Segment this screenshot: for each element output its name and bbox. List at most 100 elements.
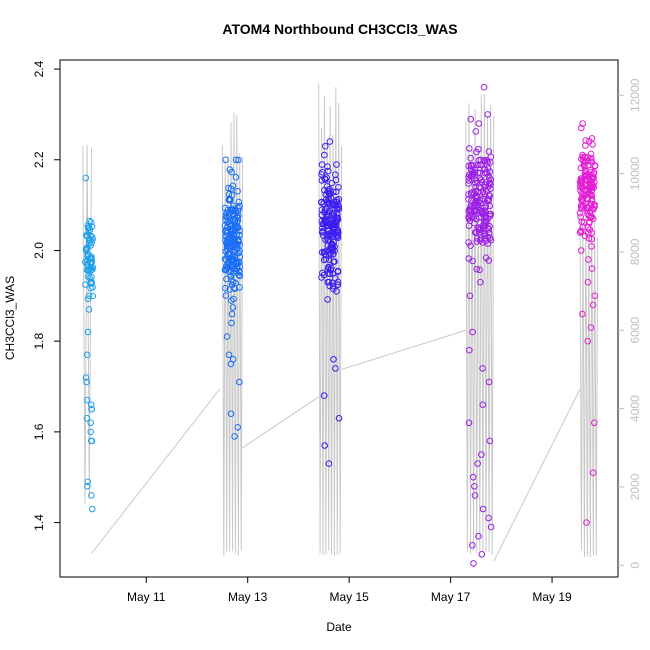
y-tick-label: 1.8 — [32, 333, 46, 350]
data-point — [228, 225, 235, 233]
x-tick-label: May 11 — [127, 590, 166, 604]
data-point — [328, 179, 336, 187]
data-point — [578, 124, 585, 132]
data-point — [587, 166, 594, 174]
data-point — [235, 268, 243, 276]
data-point — [334, 278, 342, 286]
data-point — [235, 156, 242, 164]
data-point — [467, 202, 475, 210]
data-point — [89, 292, 97, 300]
data-point — [329, 282, 337, 290]
data-point — [479, 188, 487, 195]
data-point — [470, 170, 477, 177]
data-point — [321, 442, 329, 449]
data-point — [588, 154, 595, 162]
data-point — [326, 207, 334, 215]
x-tick-label: May 13 — [228, 590, 268, 604]
data-point — [222, 216, 229, 223]
series-3 — [318, 138, 343, 467]
data-point — [229, 182, 237, 190]
data-point — [324, 163, 331, 170]
data-point — [466, 292, 474, 300]
data-point — [472, 128, 480, 135]
data-point — [84, 224, 92, 231]
y2-tick-label: 4000 — [628, 395, 642, 422]
data-point — [577, 202, 585, 209]
data-point — [322, 176, 329, 183]
data-point — [581, 153, 589, 161]
data-point — [225, 251, 233, 258]
data-point — [470, 162, 477, 169]
data-point — [579, 120, 587, 127]
data-point — [319, 227, 327, 235]
x-axis: May 11 May 13 May 15 May 17 May 19 — [127, 577, 572, 604]
y2-axis: 0 2000 4000 6000 8000 10000 12000 — [618, 78, 642, 569]
data-point — [333, 188, 340, 195]
data-point — [221, 204, 229, 212]
data-point — [591, 203, 598, 210]
data-point — [588, 183, 596, 190]
altitude-transit-1 — [91, 388, 221, 554]
data-point — [478, 551, 486, 558]
data-point — [334, 214, 341, 222]
data-point — [477, 225, 485, 233]
data-point — [476, 175, 484, 182]
data-point — [485, 378, 493, 386]
data-point — [485, 183, 492, 190]
data-point — [581, 232, 589, 240]
data-point — [84, 233, 91, 240]
data-point — [230, 295, 237, 303]
data-point — [477, 235, 484, 242]
data-point — [465, 177, 473, 184]
data-point — [335, 415, 343, 422]
data-point — [591, 419, 598, 427]
data-point — [327, 232, 334, 239]
data-point — [474, 161, 482, 169]
data-point — [326, 282, 333, 290]
data-point — [225, 238, 232, 246]
data-point — [465, 239, 472, 246]
data-point — [83, 378, 90, 386]
chart-title: ATOM4 Northbound CH3CCl3_WAS — [222, 21, 457, 37]
data-point — [334, 267, 342, 275]
data-point — [229, 356, 237, 363]
data-point — [466, 346, 473, 354]
data-point — [228, 319, 235, 327]
y2-tick-label: 8000 — [628, 238, 642, 265]
data-point — [476, 266, 483, 274]
data-point — [475, 228, 483, 236]
data-point — [469, 328, 476, 336]
data-point — [486, 223, 493, 230]
data-point — [318, 177, 326, 184]
y-axis: 1.4 1.6 1.8 2.0 2.2 2.4 — [32, 60, 60, 531]
altitude-transit-3 — [341, 329, 466, 370]
data-point — [88, 264, 95, 272]
data-point — [581, 192, 589, 199]
data-point — [471, 492, 479, 499]
data-point — [319, 220, 326, 228]
data-point — [475, 214, 483, 221]
data-point — [222, 284, 229, 292]
data-point — [222, 156, 229, 164]
y-axis-label: CH3CCl3_WAS — [3, 276, 17, 360]
data-point — [471, 190, 478, 197]
data-point — [473, 265, 481, 273]
data-point — [478, 451, 485, 458]
data-point — [325, 196, 333, 204]
data-point — [583, 172, 591, 179]
data-point — [230, 265, 238, 273]
y-tick-label: 2.0 — [32, 242, 46, 259]
data-point — [234, 223, 241, 231]
data-point — [485, 257, 493, 264]
data-point — [589, 301, 597, 309]
data-point — [330, 258, 337, 266]
data-point — [230, 247, 238, 255]
data-point — [320, 256, 328, 264]
data-point — [486, 192, 494, 200]
data-point — [319, 232, 327, 239]
data-point — [577, 247, 585, 254]
data-point — [330, 213, 338, 221]
data-point — [83, 415, 91, 422]
data-point — [335, 195, 343, 203]
